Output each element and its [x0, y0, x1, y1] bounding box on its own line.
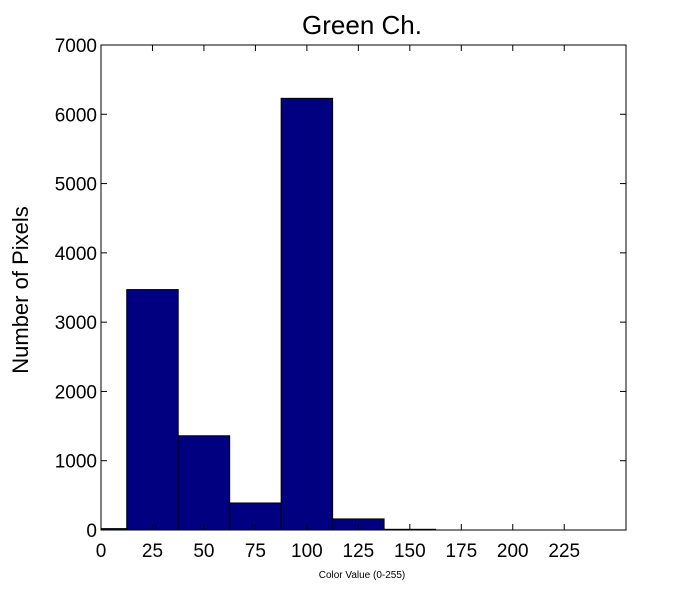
histogram-bar — [177, 435, 231, 531]
y-tick-label: 5000 — [55, 175, 97, 196]
y-tick-label: 7000 — [55, 36, 97, 57]
bars-group — [100, 97, 437, 531]
x-tick-label: 200 — [497, 541, 529, 562]
chart-title: Green Ch. — [302, 10, 422, 40]
x-tick-label: 50 — [193, 541, 214, 562]
x-axis-label: Color Value (0-255) — [319, 570, 406, 581]
x-tick-label: 0 — [96, 541, 107, 562]
y-tick-label: 4000 — [55, 244, 97, 265]
x-tick-label: 225 — [548, 541, 580, 562]
x-tick-label: 25 — [142, 541, 163, 562]
x-tick-label: 125 — [343, 541, 375, 562]
histogram-bar — [126, 289, 179, 531]
histogram-bar — [280, 97, 334, 531]
y-tick-label: 3000 — [55, 313, 97, 334]
ticks-group: 0 25 50 75 100 125 150 175 200 225 0 1000 2000 3000 40… — [55, 36, 626, 562]
y-tick-label: 1000 — [55, 452, 97, 473]
x-tick-label: 175 — [445, 541, 477, 562]
y-tick-label: 0 — [86, 521, 97, 542]
y-axis-label: Number of Pixels — [8, 206, 33, 374]
x-tick-label: 150 — [394, 541, 426, 562]
x-tick-label: 75 — [245, 541, 266, 562]
x-tick-label: 100 — [291, 541, 323, 562]
plot-frame — [100, 44, 627, 531]
y-tick-label: 2000 — [55, 382, 97, 403]
y-tick-label: 6000 — [55, 105, 97, 126]
